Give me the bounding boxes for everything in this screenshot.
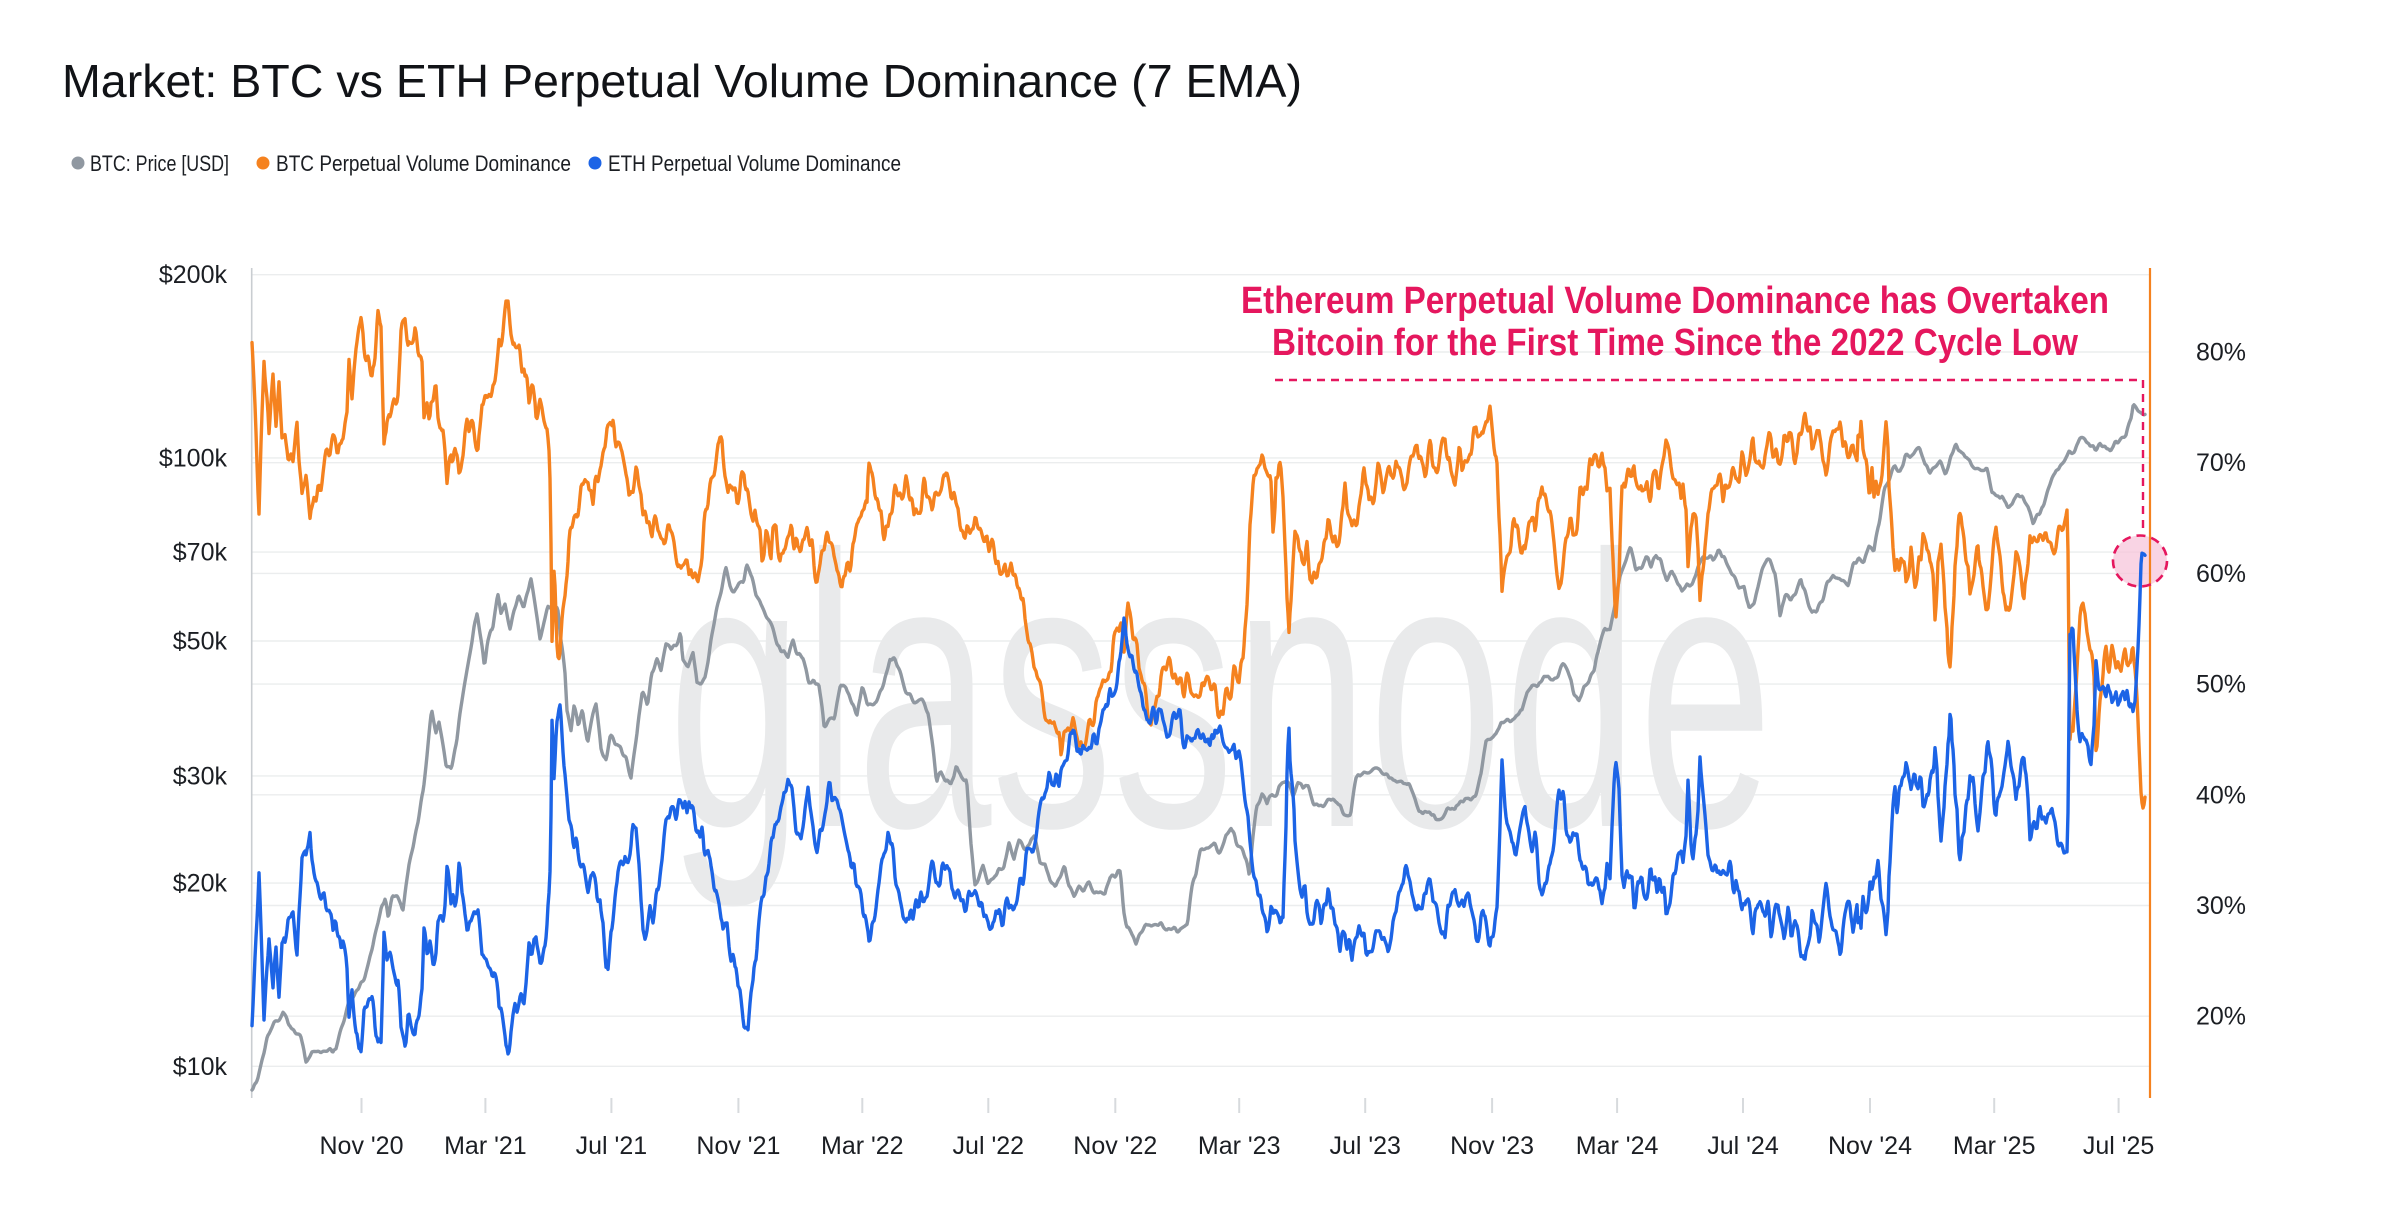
svg-text:60%: 60%: [2196, 560, 2246, 588]
svg-text:Jul '24: Jul '24: [1707, 1132, 1779, 1160]
svg-text:Ethereum Perpetual Volume Domi: Ethereum Perpetual Volume Dominance has …: [1241, 280, 2109, 322]
svg-text:BTC: Price [USD]: BTC: Price [USD]: [90, 151, 229, 176]
svg-text:Mar '24: Mar '24: [1576, 1132, 1659, 1160]
svg-text:80%: 80%: [2196, 339, 2246, 367]
svg-text:Mar '22: Mar '22: [821, 1132, 904, 1160]
svg-text:$50k: $50k: [173, 628, 228, 656]
svg-text:Nov '20: Nov '20: [320, 1132, 404, 1160]
svg-text:BTC Perpetual Volume Dominance: BTC Perpetual Volume Dominance: [276, 151, 571, 176]
svg-text:$70k: $70k: [173, 539, 228, 567]
svg-text:Mar '21: Mar '21: [444, 1132, 527, 1160]
svg-text:$100k: $100k: [159, 444, 228, 472]
svg-text:Mar '23: Mar '23: [1198, 1132, 1281, 1160]
svg-text:Nov '22: Nov '22: [1073, 1132, 1157, 1160]
svg-text:$10k: $10k: [173, 1053, 228, 1081]
svg-text:20%: 20%: [2196, 1003, 2246, 1031]
svg-text:Jul '25: Jul '25: [2083, 1132, 2154, 1160]
svg-text:Jul '22: Jul '22: [953, 1132, 1024, 1160]
svg-text:Jul '21: Jul '21: [576, 1132, 647, 1160]
svg-text:glassnode: glassnode: [668, 476, 1773, 911]
svg-text:Nov '23: Nov '23: [1450, 1132, 1534, 1160]
svg-text:Market: BTC vs ETH Perpetual V: Market: BTC vs ETH Perpetual Volume Domi…: [62, 55, 1302, 107]
svg-text:30%: 30%: [2196, 892, 2246, 920]
svg-text:40%: 40%: [2196, 781, 2246, 809]
svg-text:Jul '23: Jul '23: [1329, 1132, 1400, 1160]
svg-text:$200k: $200k: [159, 261, 228, 289]
svg-text:Mar '25: Mar '25: [1953, 1132, 2036, 1160]
svg-text:$20k: $20k: [173, 870, 228, 898]
svg-text:$30k: $30k: [173, 762, 228, 790]
svg-text:Nov '21: Nov '21: [696, 1132, 780, 1160]
svg-text:Bitcoin for the First Time Sin: Bitcoin for the First Time Since the 202…: [1272, 322, 2078, 364]
svg-text:ETH Perpetual Volume Dominance: ETH Perpetual Volume Dominance: [608, 151, 901, 176]
svg-text:50%: 50%: [2196, 671, 2246, 699]
svg-text:70%: 70%: [2196, 449, 2246, 477]
svg-text:Nov '24: Nov '24: [1828, 1132, 1912, 1160]
